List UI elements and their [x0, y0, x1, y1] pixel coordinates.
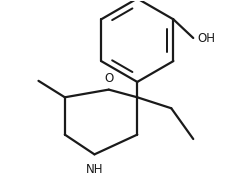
- Text: OH: OH: [198, 32, 216, 45]
- Text: NH: NH: [86, 163, 103, 176]
- Text: O: O: [104, 72, 113, 85]
